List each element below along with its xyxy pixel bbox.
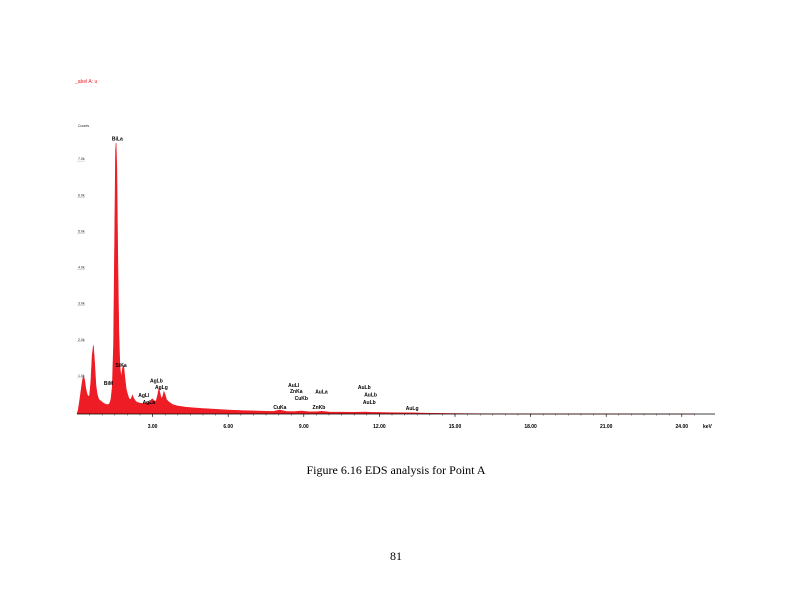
peak-label: AgLg — [155, 385, 168, 391]
peak-label: AuLa — [315, 389, 328, 395]
peak-label: CuKa — [273, 405, 286, 411]
peak-label: CuKb — [295, 396, 308, 402]
peak-label: AgLa — [143, 400, 156, 406]
chart-title: _abel A: u — [74, 79, 97, 85]
peak-label: ZnKa — [290, 389, 303, 395]
page-number: 81 — [390, 549, 402, 563]
x-tick-label: 18.00 — [524, 424, 537, 430]
peak-label: ZnKb — [313, 405, 326, 411]
peak-label: AuLl — [288, 383, 300, 389]
x-tick-label: 6.00 — [223, 424, 233, 430]
x-tick-label: 3.00 — [148, 424, 158, 430]
x-axis-label: keV — [703, 424, 713, 430]
peak-label: AuLb — [363, 400, 376, 406]
x-tick-label: 21.00 — [600, 424, 613, 430]
peak-label: BiLa — [112, 136, 123, 142]
y-axis-label: Counts — [78, 124, 89, 128]
x-tick-label: 24.00 — [676, 424, 689, 430]
peak-label: BiM — [104, 381, 113, 387]
y-tick-label: 2.0k — [78, 338, 85, 342]
x-tick-label: 12.00 — [373, 424, 386, 430]
y-tick-label: 1.0k — [78, 374, 85, 378]
spectrum-line — [76, 143, 695, 415]
y-tick-label: 7.0k — [78, 157, 85, 161]
peak-label: AgLl — [138, 393, 150, 399]
figure-caption: Figure 6.16 EDS analysis for Point A — [306, 463, 486, 477]
y-tick-label: 5.0k — [78, 229, 85, 233]
x-ticks: 3.00 6.00 9.00 12.00 15.00 18.00 21.00 24.00 — [89, 414, 695, 430]
y-tick-label: 4.0k — [78, 266, 85, 270]
y-ticks: 1.0k 2.0k 3.0k 4.0k 5.0k 6.0k 7.0k — [77, 157, 85, 379]
y-tick-label: 6.0k — [78, 193, 85, 197]
peak-label: AuLb — [358, 385, 371, 391]
peak-label: SiKa — [116, 363, 127, 369]
x-tick-label: 15.00 — [449, 424, 462, 430]
peak-label: AuLg — [406, 406, 419, 412]
y-tick-label: 3.0k — [78, 302, 85, 306]
spectrum-area — [77, 143, 695, 414]
peak-label: AuLb — [364, 392, 377, 398]
peak-label: AgLb — [150, 379, 163, 385]
x-tick-label: 9.00 — [299, 424, 309, 430]
